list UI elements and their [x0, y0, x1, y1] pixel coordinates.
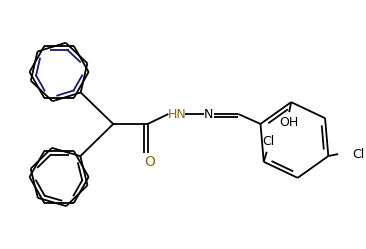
Text: HN: HN: [168, 108, 187, 121]
Text: N: N: [204, 108, 213, 121]
Text: Cl: Cl: [352, 148, 364, 161]
Text: O: O: [144, 155, 155, 169]
Text: OH: OH: [280, 116, 299, 129]
Text: Cl: Cl: [262, 135, 275, 148]
